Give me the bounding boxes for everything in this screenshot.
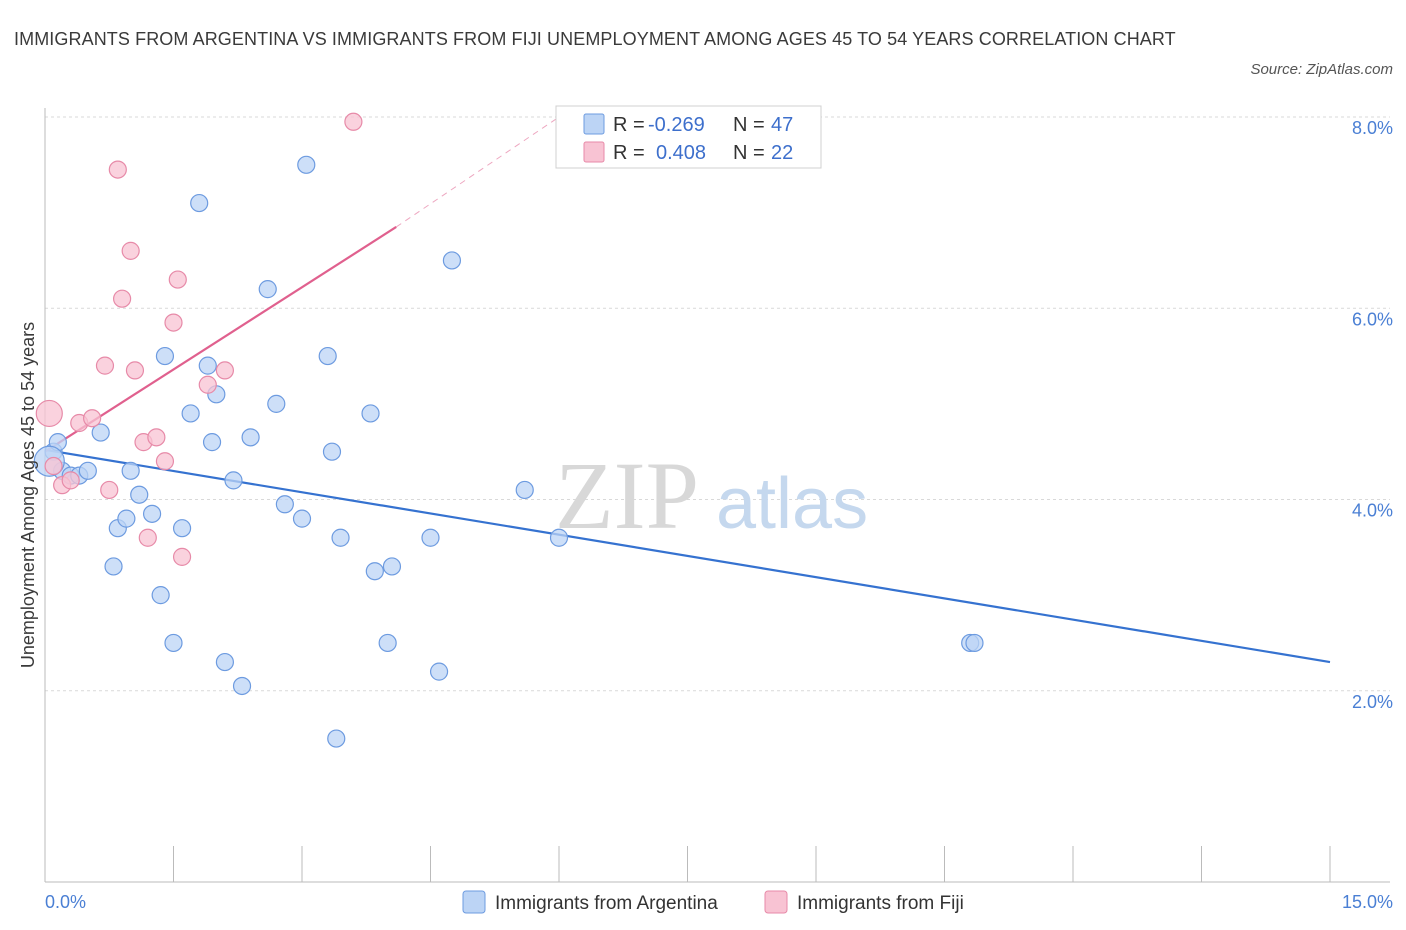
data-point-argentina — [549, 528, 569, 547]
data-point-argentina — [91, 423, 110, 442]
series-legend: Immigrants from Argentina Immigrants fro… — [462, 890, 964, 914]
legend-n-value-argentina: 47 — [771, 114, 793, 136]
data-point-argentina — [172, 519, 192, 538]
points-layer — [33, 112, 984, 748]
legend-r-value-argentina: -0.269 — [648, 114, 705, 136]
data-point-argentina — [232, 676, 252, 696]
legend-n-value-fiji: 22 — [771, 142, 793, 164]
data-point-argentina — [241, 428, 260, 447]
data-point-argentina — [297, 155, 316, 174]
data-point-fiji — [168, 270, 187, 289]
data-point-argentina — [442, 251, 462, 270]
grid-layer — [45, 116, 1390, 692]
data-point-argentina — [331, 528, 350, 547]
axis-layer: 2.0% 4.0% 6.0% 8.0% 0.0% 15.0% — [44, 108, 1393, 912]
x-tick-label-min: 0.0% — [45, 892, 86, 912]
trend-line-fiji — [44, 226, 397, 453]
data-point-fiji — [344, 112, 363, 131]
data-point-argentina — [965, 633, 984, 653]
data-point-argentina — [215, 652, 234, 672]
data-point-fiji — [95, 356, 115, 375]
data-point-fiji — [215, 361, 234, 380]
data-point-argentina — [121, 461, 140, 480]
legend-n-label-fiji: N = — [733, 142, 765, 164]
x-tick-label-max: 15.0% — [1342, 892, 1393, 912]
source-label: Source: ZipAtlas.com — [1250, 61, 1393, 78]
series-legend-swatch-fiji — [764, 890, 788, 914]
y-tick-label: 6.0% — [1352, 309, 1393, 329]
data-point-argentina — [382, 557, 402, 576]
data-point-argentina — [117, 509, 136, 528]
legend-r-label-argentina: R = — [613, 114, 645, 136]
series-legend-label-argentina: Immigrants from Argentina — [495, 893, 718, 914]
data-point-argentina — [224, 471, 243, 490]
data-point-argentina — [429, 662, 449, 681]
legend-r-label-fiji: R = — [613, 142, 645, 164]
data-point-argentina — [190, 193, 209, 213]
legend-n-label-argentina: N = — [733, 114, 765, 136]
chart-title: IMMIGRANTS FROM ARGENTINA VS IMMIGRANTS … — [14, 29, 1176, 49]
data-point-argentina — [322, 442, 342, 461]
data-point-fiji — [121, 241, 140, 260]
data-point-argentina — [198, 356, 217, 375]
data-point-argentina — [202, 433, 222, 452]
legend-r-value-fiji: 0.408 — [656, 142, 706, 164]
data-point-fiji — [61, 471, 80, 490]
data-point-fiji — [155, 452, 175, 471]
data-point-argentina — [104, 557, 123, 576]
data-point-fiji — [172, 547, 192, 566]
data-point-argentina — [78, 461, 97, 480]
data-point-argentina — [151, 586, 170, 605]
watermark-atlas: atlas — [716, 464, 868, 544]
data-point-fiji — [138, 528, 157, 547]
data-point-argentina — [378, 633, 397, 653]
data-point-fiji — [100, 480, 119, 500]
trend-layer — [44, 116, 1331, 664]
data-point-argentina — [142, 504, 162, 523]
series-legend-label-fiji: Immigrants from Fiji — [797, 893, 964, 914]
data-point-argentina — [155, 346, 175, 366]
data-point-argentina — [421, 528, 440, 547]
data-point-argentina — [361, 404, 380, 423]
data-point-argentina — [275, 495, 294, 514]
data-point-fiji — [108, 160, 127, 179]
data-point-argentina — [365, 562, 384, 581]
data-point-argentina — [292, 509, 312, 528]
y-tick-label: 2.0% — [1352, 692, 1393, 712]
y-axis-title: Unemployment Among Ages 45 to 54 years — [18, 322, 38, 668]
trend-line-extension-fiji — [395, 116, 560, 228]
data-point-argentina — [164, 633, 183, 653]
data-point-argentina — [267, 394, 286, 413]
data-point-fiji — [83, 409, 102, 428]
legend-swatch-argentina — [583, 113, 605, 135]
y-tick-label: 4.0% — [1352, 501, 1393, 521]
data-point-argentina — [181, 404, 200, 423]
series-legend-swatch-argentina — [462, 890, 486, 914]
y-tick-label: 8.0% — [1352, 118, 1393, 138]
correlation-legend: R = -0.269 N = 47 R = 0.408 N = 22 — [555, 105, 822, 169]
data-point-fiji — [44, 456, 63, 476]
data-point-fiji — [112, 289, 132, 308]
trend-line-argentina — [44, 448, 1331, 664]
data-point-argentina — [318, 346, 337, 366]
data-point-fiji — [35, 399, 63, 428]
data-point-fiji — [164, 313, 183, 332]
data-point-fiji — [125, 361, 145, 380]
watermark-zip: ZIP — [555, 442, 699, 549]
data-point-argentina — [258, 280, 277, 299]
data-point-argentina — [130, 485, 149, 504]
legend-swatch-fiji — [583, 141, 605, 163]
data-point-argentina — [327, 729, 346, 748]
data-point-fiji — [147, 428, 166, 447]
data-point-fiji — [198, 375, 217, 394]
watermark: ZIP atlas — [555, 442, 868, 549]
data-point-argentina — [515, 480, 534, 500]
